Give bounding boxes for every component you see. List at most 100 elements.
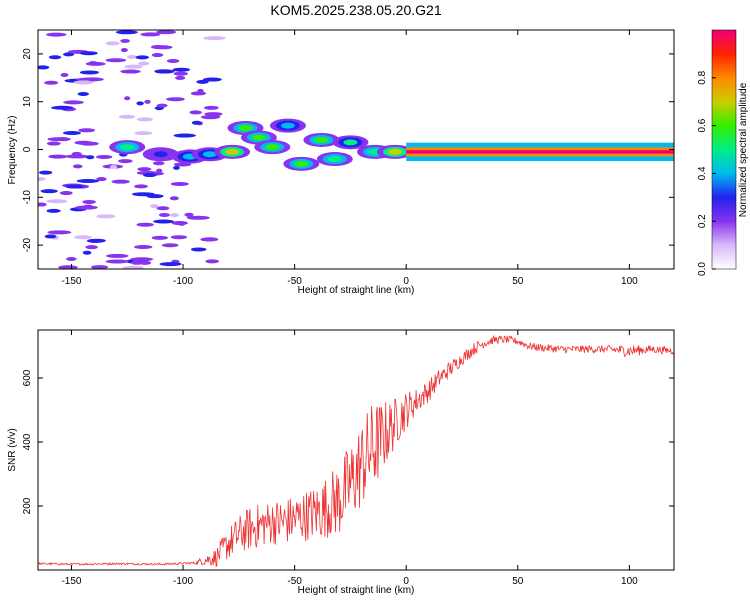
- heatmap-noise-cell: [115, 30, 138, 35]
- colorbar-tick-label: 0.2: [697, 214, 708, 228]
- y-tick-label: 200: [22, 497, 33, 514]
- heatmap-noise-cell: [48, 55, 62, 60]
- heatmap-noise-cell: [124, 64, 143, 69]
- heatmap-blob-core: [327, 156, 342, 163]
- heatmap-noise-cell: [38, 176, 46, 181]
- heatmap-noise-cell: [47, 230, 72, 235]
- colorbar-ticks: 0.0 0.2 0.4 0.6 0.8: [697, 70, 716, 276]
- heatmap-noise-cell: [144, 99, 151, 104]
- heatmap-noise-cell: [66, 256, 77, 261]
- heatmap-noise-cell: [65, 154, 89, 159]
- heatmap-noise-cell: [79, 141, 99, 146]
- x-tick-label: 100: [621, 576, 638, 587]
- heatmap-noise-cell: [51, 105, 74, 110]
- spectrogram-x-ticks: -150 -100 -50 0 50 100: [61, 30, 638, 287]
- heatmap-noise-cell: [158, 212, 170, 217]
- colorbar-label: Normalized spectral amplitude: [738, 82, 749, 217]
- heatmap-noise-cell: [59, 191, 73, 196]
- heatmap-noise-cell: [73, 80, 94, 85]
- heatmap-noise-cell: [173, 165, 180, 170]
- heatmap-noise-cell: [44, 80, 59, 85]
- y-tick-label: 0: [22, 146, 33, 152]
- x-tick-label: 50: [512, 276, 524, 287]
- heatmap-noise-cell: [62, 131, 82, 136]
- snr-ylabel: SNR (v/v): [7, 428, 18, 471]
- y-tick-label: -10: [22, 190, 33, 205]
- snr-line-area: [38, 334, 674, 568]
- heatmap-noise-cell: [152, 45, 173, 50]
- heatmap-blob-core: [238, 124, 253, 131]
- colorbar-tick-label: 0.0: [697, 262, 708, 276]
- heatmap-noise-cell: [91, 265, 109, 269]
- snr-panel: -150 -100 -50 0 50 100 200 400 600 Height of st…: [7, 329, 675, 596]
- heatmap-noise-cell: [152, 161, 165, 166]
- heatmap-noise-cell: [79, 70, 100, 75]
- heatmap-noise-cell: [169, 196, 179, 201]
- heatmap-noise-cell: [72, 164, 83, 169]
- heatmap-noise-cell: [60, 72, 69, 77]
- colorbar-tick-label: 0.8: [697, 70, 708, 84]
- heatmap-noise-cell: [96, 177, 107, 182]
- heatmap-noise-cell: [122, 265, 144, 269]
- heatmap-noise-cell: [118, 114, 136, 119]
- heatmap-noise-cell: [105, 259, 129, 264]
- heatmap-noise-cell: [151, 53, 164, 58]
- heatmap-noise-cell: [85, 61, 106, 66]
- x-tick-label: -100: [173, 576, 193, 587]
- heatmap-noise-cell: [127, 54, 137, 59]
- heatmap-noise-cell: [156, 206, 170, 211]
- heatmap-noise-cell: [130, 260, 143, 265]
- y-tick-label: 20: [22, 48, 33, 60]
- spectrogram-y-ticks: -20 -10 0 10 20: [22, 48, 674, 252]
- heatmap-noise-cell: [159, 262, 182, 267]
- heatmap-noise-cell: [156, 30, 177, 35]
- heatmap-noise-cell: [78, 128, 96, 133]
- heatmap-noise-cell: [38, 202, 47, 207]
- x-tick-label: -100: [173, 276, 193, 287]
- heatmap-noise-cell: [62, 52, 75, 57]
- heatmap-noise-cell: [205, 114, 221, 119]
- heatmap-noise-cell: [200, 237, 219, 242]
- heatmap-noise-cell: [137, 61, 150, 66]
- heatmap-noise-cell: [173, 133, 196, 138]
- heatmap-noise-cell: [81, 77, 104, 82]
- heatmap-noise-cell: [105, 41, 120, 46]
- heatmap-noise-cell: [63, 100, 84, 105]
- heatmap-noise-cell: [79, 51, 98, 56]
- heatmap-noise-cell: [120, 48, 128, 53]
- heatmap-noise-cell: [151, 235, 168, 240]
- heatmap-noise-cell: [38, 65, 50, 70]
- heatmap-noise-cell: [44, 234, 57, 239]
- y-tick-label: 600: [22, 369, 33, 386]
- heatmap-noise-cell: [124, 96, 131, 101]
- heatmap-noise-cell: [149, 204, 159, 209]
- spectrogram-heatmap: [38, 30, 674, 269]
- x-tick-label: -150: [61, 276, 81, 287]
- snr-xlabel: Height of straight line (km): [298, 585, 415, 596]
- heatmap-noise-cell: [186, 215, 210, 220]
- x-tick-label: -50: [287, 276, 302, 287]
- heatmap-noise-cell: [196, 79, 209, 84]
- heatmap-noise-cell: [46, 208, 61, 213]
- heatmap-noise-cell: [202, 77, 222, 82]
- heatmap-noise-cell: [190, 91, 207, 96]
- heatmap-noise-cell: [77, 92, 90, 97]
- heatmap-noise-cell: [136, 222, 154, 227]
- heatmap-noise-cell: [154, 69, 175, 74]
- heatmap-blob-core: [280, 122, 295, 129]
- heatmap-noise-cell: [76, 178, 100, 183]
- heatmap-noise-cell: [109, 164, 118, 169]
- snr-series-line: [38, 334, 674, 568]
- heatmap-noise-cell: [191, 120, 202, 125]
- heatmap-blob-core: [120, 144, 135, 151]
- heatmap-noise-cell: [130, 257, 154, 262]
- heatmap-noise-cell: [153, 219, 175, 224]
- snr-x-ticks: -150 -100 -50 0 50 100: [61, 330, 638, 587]
- heatmap-noise-cell: [82, 199, 96, 204]
- colorbar-tick-label: 0.4: [697, 166, 708, 180]
- heatmap-noise-cell: [175, 75, 186, 80]
- heatmap-noise-cell: [46, 32, 67, 37]
- heatmap-noise-cell: [136, 117, 153, 122]
- heatmap-noise-cell: [58, 265, 78, 269]
